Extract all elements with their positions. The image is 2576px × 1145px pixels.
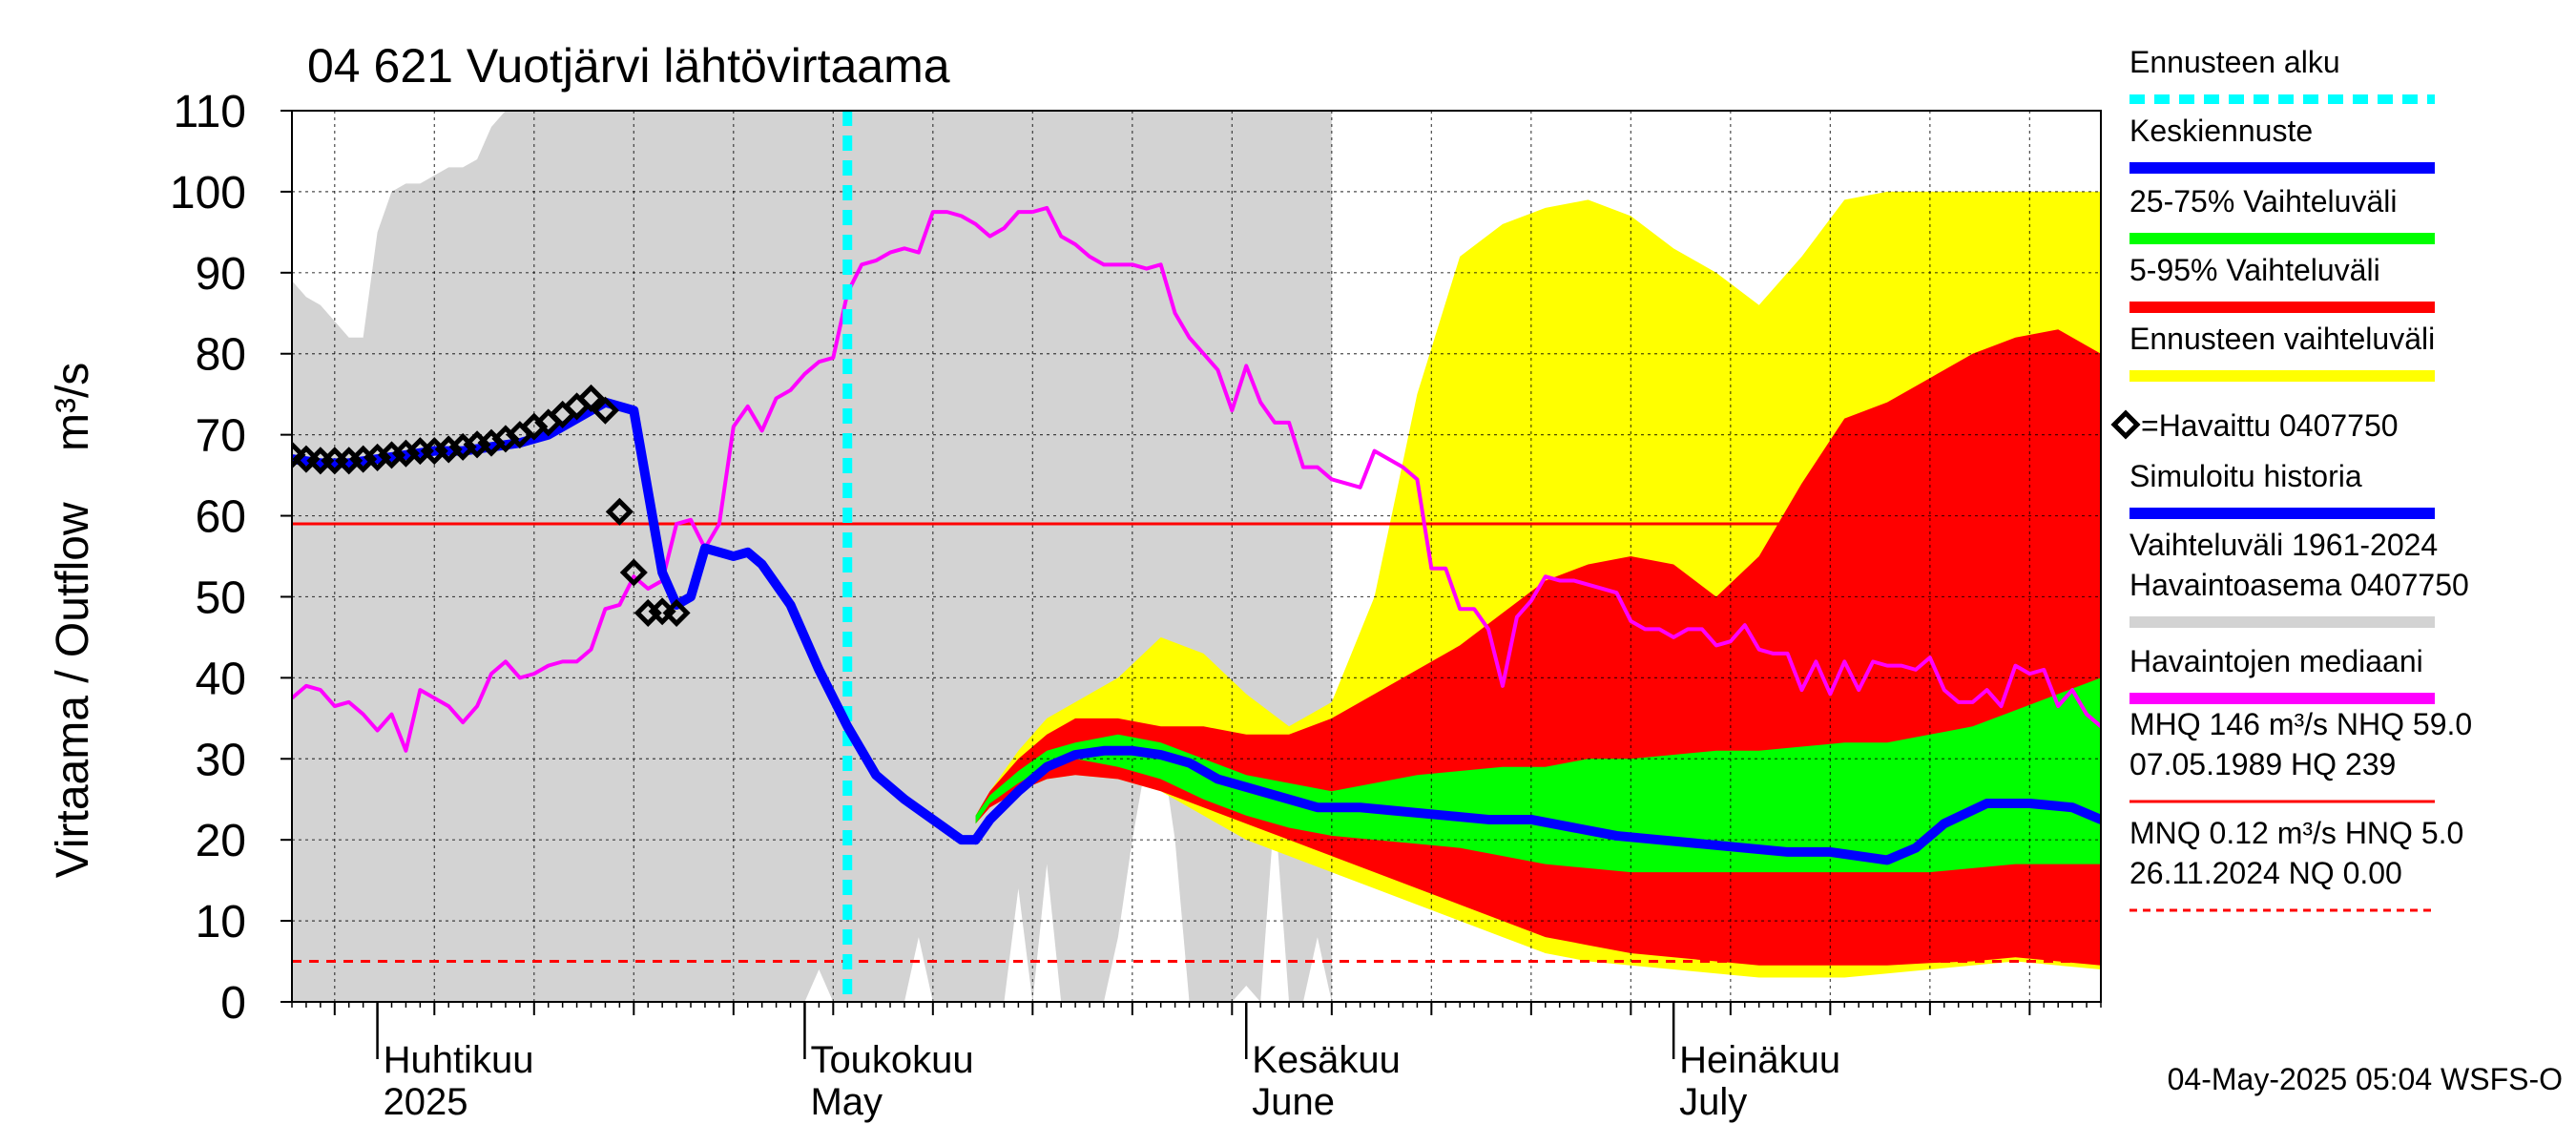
month-sublabel: May bbox=[810, 1081, 883, 1123]
history-range-gap-5 bbox=[1103, 742, 1190, 1002]
history-range-gap-4 bbox=[1032, 864, 1062, 1002]
legend-label: Keskiennuste bbox=[2129, 114, 2313, 148]
band-25-75 bbox=[975, 677, 2101, 873]
legend-label: Ennusteen vaihteluväli bbox=[2129, 322, 2435, 356]
legend-label-line2: 26.11.2024 NQ 0.00 bbox=[2129, 856, 2402, 890]
plot-content bbox=[292, 111, 2101, 1002]
history-range-gap-1 bbox=[804, 969, 834, 1002]
month-sublabel: June bbox=[1252, 1081, 1335, 1123]
y-tick-label-70: 70 bbox=[196, 411, 246, 462]
history-range-gap-6 bbox=[1232, 986, 1261, 1002]
history-range-gap-2 bbox=[904, 937, 933, 1002]
legend-label: 5-95% Vaihteluväli bbox=[2129, 253, 2380, 287]
history-range-band bbox=[292, 111, 1332, 1002]
y-tick-label-40: 40 bbox=[196, 654, 246, 704]
legend: Ennusteen alku Keskiennuste 25-75% Vaihtel… bbox=[2110, 45, 2472, 912]
y-tick-label-100: 100 bbox=[170, 168, 246, 219]
month-label: Heinäkuu bbox=[1679, 1039, 1840, 1081]
month-label: Toukokuu bbox=[810, 1039, 973, 1081]
legend-label-line2: 07.05.1989 HQ 239 bbox=[2129, 747, 2396, 781]
plot-frame bbox=[291, 110, 2102, 1003]
legend-label: Havaintojen mediaani bbox=[2129, 644, 2423, 678]
observed-point bbox=[619, 558, 648, 587]
plot-area bbox=[292, 111, 2101, 1002]
month-sublabel: July bbox=[1679, 1081, 1747, 1123]
observed-point bbox=[576, 384, 606, 412]
y-tick-label-50: 50 bbox=[196, 572, 246, 623]
month-sublabel: 2025 bbox=[384, 1081, 468, 1123]
legend-label: MHQ 146 m³/s NHQ 59.0 bbox=[2129, 707, 2472, 741]
mean-forecast-line bbox=[970, 745, 2101, 865]
chart-title: 04 621 Vuotjärvi lähtövirtaama bbox=[307, 39, 950, 93]
median-line bbox=[292, 205, 2101, 753]
y-tick-label-20: 20 bbox=[196, 816, 246, 866]
observed-point bbox=[662, 598, 691, 627]
y-tick-label-60: 60 bbox=[196, 492, 246, 543]
y-tick-label-80: 80 bbox=[196, 330, 246, 381]
observed-point bbox=[605, 497, 634, 526]
legend-label-line2: Havaintoasema 0407750 bbox=[2129, 568, 2469, 602]
y-axis-label: Virtaama / Outflow m³/s bbox=[48, 363, 98, 879]
observed-point bbox=[591, 396, 619, 425]
legend-label: 25-75% Vaihteluväli bbox=[2129, 184, 2397, 219]
history-range-gap-3 bbox=[1004, 888, 1033, 1002]
legend-label: Vaihteluväli 1961-2024 bbox=[2129, 528, 2438, 562]
legend-marker-diamond bbox=[2110, 409, 2141, 440]
month-label: Kesäkuu bbox=[1252, 1039, 1401, 1081]
legend-label: MNQ 0.12 m³/s HNQ 5.0 bbox=[2129, 816, 2463, 850]
y-tick-label-0: 0 bbox=[220, 978, 246, 1029]
legend-label: =Havaittu 0407750 bbox=[2141, 408, 2399, 443]
history-range-gap-8 bbox=[1302, 937, 1332, 1002]
timestamp-footer: 04-May-2025 05:04 WSFS-O bbox=[2168, 1062, 2563, 1096]
y-tick-label-90: 90 bbox=[196, 249, 246, 300]
observed-point bbox=[292, 441, 306, 469]
legend-label: Simuloitu historia bbox=[2129, 459, 2362, 493]
history-range-gap-0 bbox=[292, 111, 506, 338]
y-tick-label-110: 110 bbox=[173, 87, 246, 137]
grid bbox=[292, 111, 2101, 1002]
legend-label: Ennusteen alku bbox=[2129, 45, 2340, 79]
y-tick-label-10: 10 bbox=[196, 897, 246, 947]
y-tick-label-30: 30 bbox=[196, 735, 246, 785]
history-range-gap-7 bbox=[1260, 807, 1290, 1002]
month-label: Huhtikuu bbox=[384, 1039, 534, 1081]
